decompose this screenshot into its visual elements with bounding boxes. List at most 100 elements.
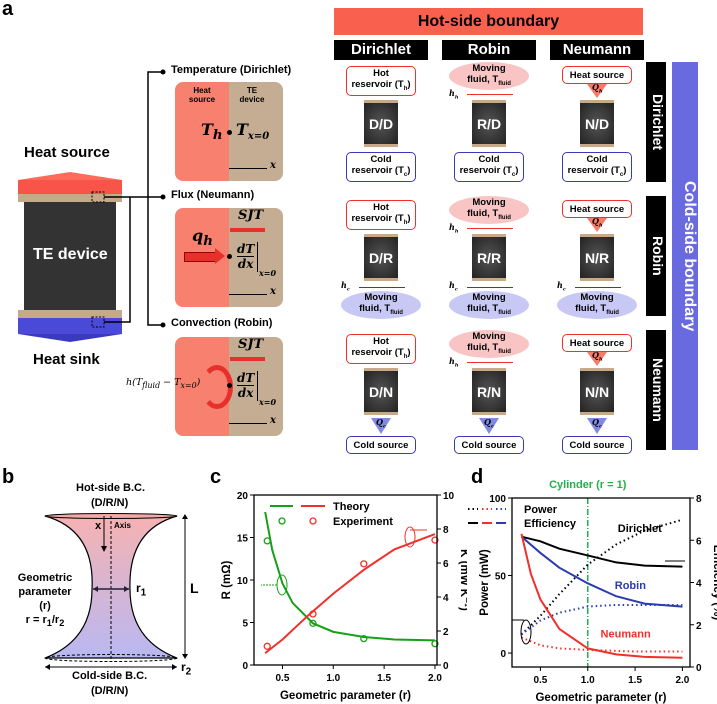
moving-fluid-cloud-cold: Moving fluid, Tfluid [557, 291, 637, 319]
y2-tick-label: 8 [696, 494, 702, 505]
y2-tick-label: 6 [443, 559, 449, 570]
x-tick-label: 0.5 [276, 673, 290, 684]
cold-side-bc-options: (D/R/N) [91, 685, 129, 697]
dTdx-fraction: dT dx [237, 371, 255, 400]
sjt-symbol: SJT [238, 337, 264, 352]
y2-tick-label: 4 [696, 579, 702, 590]
column-header-robin: Robin [442, 40, 536, 60]
te-leg-n-n: N/N [580, 368, 614, 415]
r1: r [136, 581, 141, 595]
heat-source-box: Heat source [562, 334, 632, 352]
sjt-arrow [230, 228, 265, 232]
heat-flux-arrowhead [215, 248, 225, 264]
hot-side-bc-label: Hot-side B.C. [76, 482, 146, 494]
hot-flow-arrow-icon [467, 228, 513, 229]
legend-experiment-red [309, 517, 317, 525]
y2-tick-label: 8 [443, 525, 449, 536]
y-axis-title: R (mΩ) [221, 561, 233, 600]
te-leg-r-d: R/D [472, 100, 506, 147]
cold-side-boundary-banner: Cold-side boundary [672, 62, 698, 450]
y-tick-label: 20 [237, 491, 249, 502]
heat-flux-arrow [184, 252, 216, 262]
heat-source-box: Heat source [562, 200, 632, 218]
panel-c-label: c [210, 466, 222, 488]
eval-bar [257, 371, 258, 401]
temperature-bc-title: Temperature (Dirichlet) [171, 64, 292, 76]
geom3-sub1: 1 [46, 618, 52, 629]
k-axis-indicator-ellipse [404, 526, 416, 548]
x-axis-arrow [229, 294, 267, 295]
curve-label-dirichlet: Dirichlet [618, 523, 662, 535]
dT: dT [237, 371, 255, 385]
data-point-k-experiment [309, 610, 317, 618]
x-axis-label: x [270, 415, 276, 426]
series-line-k-theory [264, 533, 436, 654]
convection-expression: h(Tfluid − Tx=0) [126, 377, 200, 390]
te-leg-d-r: D/R [364, 234, 398, 281]
heat-source-text: Heat source [188, 86, 216, 104]
te-leg-n-r: N/R [580, 234, 614, 281]
data-point-r-experiment [263, 537, 271, 545]
flux-bc-title: Flux (Neumann) [171, 189, 255, 201]
series-line-dirichlet-power [520, 518, 683, 636]
data-point-r-experiment [309, 619, 317, 628]
hot-reservoir-box: Hot reservoir (Th) [346, 200, 416, 230]
data-point-k-experiment [360, 560, 368, 568]
data-point-r-experiment [431, 640, 439, 648]
dT: dT [237, 242, 255, 256]
te-device-text: TE device [239, 86, 265, 104]
series-line-r-theory [264, 511, 435, 642]
legend-theory-label: Theory [333, 501, 371, 513]
y2-tick-label: 0 [443, 661, 449, 672]
chart-d: Cylinder (r = 1) 0.5 1.0 1.5 2.0 0 50 100 0 2 4 6 8 G… [468, 479, 717, 704]
expr-end: ) [196, 377, 201, 388]
cold-source-box: Cold source [454, 436, 524, 454]
hot-flow-arrow-icon [467, 94, 513, 95]
data-point-r-experiment [360, 634, 368, 643]
h-c-label: hc [449, 280, 458, 293]
q-h-label: Qh [592, 82, 603, 95]
qh-symbol: qh [192, 226, 213, 249]
x-tick-label: 1.0 [326, 673, 340, 684]
panel-b-label: b [2, 466, 15, 488]
x-axis-label: x [270, 286, 276, 297]
y-tick-label: 10 [237, 576, 249, 587]
q-h-label: Qh [592, 216, 603, 229]
qh-sub: h [203, 233, 213, 250]
te-device-illustration [18, 69, 166, 342]
expr-a: h(T [126, 377, 143, 388]
row-header-dirichlet: Dirichlet [646, 62, 666, 182]
moving-fluid-cloud-hot: Moving fluid, Tfluid [449, 330, 529, 358]
r2-label: r2 [181, 660, 191, 677]
convection-bc-box: SJT dT dx x=0 x [175, 337, 283, 436]
r2: r [181, 660, 186, 674]
y-tick-label: 5 [242, 619, 248, 630]
geometric-parameter-label: Geometric parameter (r) r = r1/r2 [12, 571, 78, 630]
heat-input-arrow-icon [587, 84, 607, 98]
column-header-neumann: Neumann [550, 40, 644, 60]
cold-reservoir-box: Cold reservoir (Tc) [346, 152, 416, 182]
data-point-k-experiment [431, 536, 439, 544]
row-header-neumann: Neumann [646, 330, 666, 450]
cold-flow-arrow-icon [359, 287, 405, 288]
hot-reservoir-box: Hot reservoir (Th) [346, 66, 416, 96]
cold-source-box: Cold source [562, 436, 632, 454]
x-tick-label: 1.5 [377, 673, 391, 684]
hot-side-bc-options: (D/R/N) [91, 497, 129, 509]
convection-bc-title: Convection (Robin) [171, 317, 273, 329]
heat-output-arrow-icon [371, 418, 391, 434]
x-tick-label: 1.5 [628, 675, 642, 686]
x-label: x [95, 520, 102, 532]
eval-bar [257, 242, 258, 272]
temperature-bc-box: Heat source TE device Th Tx=0 x [175, 82, 283, 181]
geom3-sub2: 2 [59, 618, 65, 629]
hourglass-diagram [44, 513, 188, 670]
cold-flow-arrow-icon [467, 287, 513, 288]
qh-main: q [192, 226, 204, 245]
row-header-robin: Robin [646, 196, 666, 316]
hot-reservoir-box: Hot reservoir (Th) [346, 334, 416, 364]
y2-tick-label: 6 [696, 536, 702, 547]
length-label: L [190, 580, 199, 596]
x-tick-label: 2.0 [428, 673, 442, 684]
